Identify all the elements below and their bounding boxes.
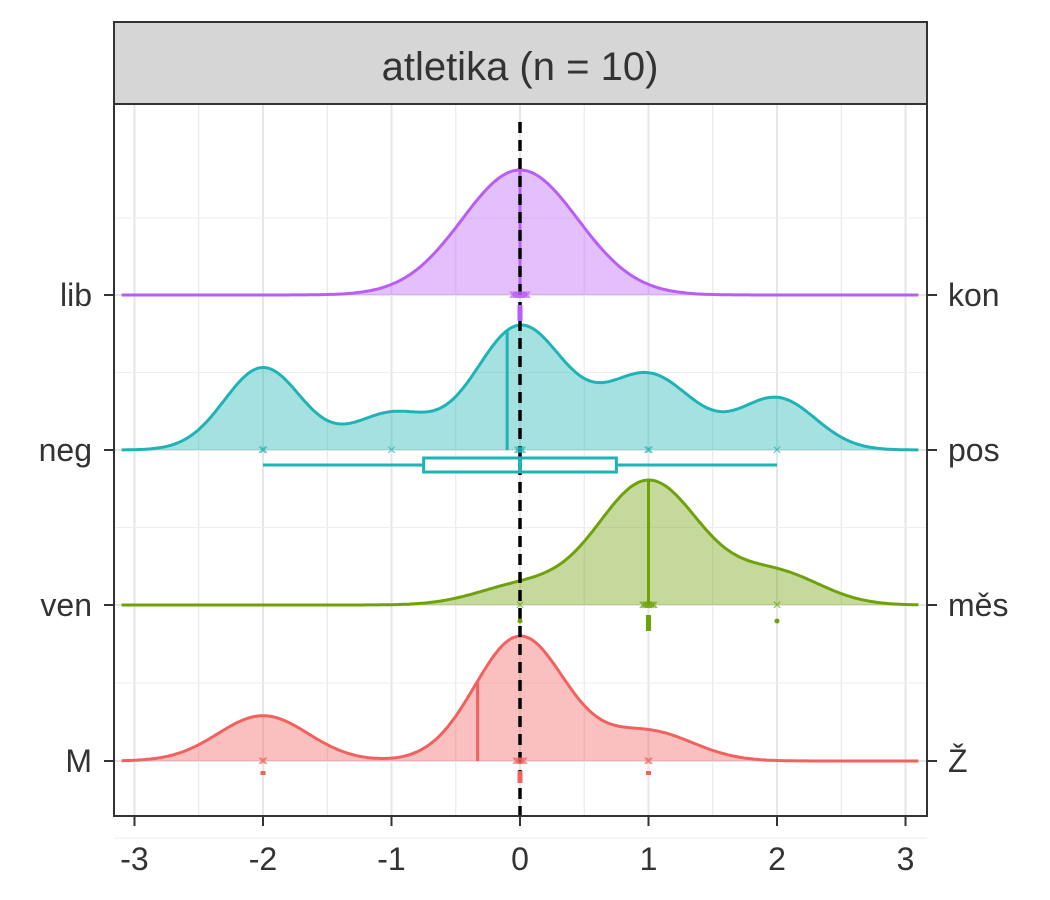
y-right-label: kon (948, 277, 1000, 313)
data-point-marker: × (649, 597, 658, 614)
data-point-marker: × (515, 753, 524, 770)
data-point-marker: × (258, 753, 267, 770)
data-point-marker: × (513, 442, 522, 459)
y-axis-left: lib neg ven M (39, 277, 114, 779)
x-tick-label: -3 (120, 841, 148, 877)
data-point-marker: × (516, 442, 525, 459)
data-point-marker: × (259, 753, 268, 770)
data-point-marker: × (521, 287, 530, 304)
data-point-marker: × (518, 287, 527, 304)
data-point-marker: × (772, 597, 781, 614)
data-point-marker: × (259, 442, 268, 459)
data-point-marker: × (508, 287, 517, 304)
data-point-marker: × (646, 597, 655, 614)
y-right-label: měs (948, 587, 1008, 623)
data-point-marker: × (643, 597, 652, 614)
y-right-label: Ž (948, 743, 968, 779)
dot (774, 618, 780, 624)
data-point-marker: × (510, 287, 519, 304)
x-tick-label: 3 (897, 841, 915, 877)
overlays: ×××××××××××××× ×× ××× ×× ×××××××× ××××××× ×××× (258, 287, 782, 783)
facet-strip (113, 21, 928, 105)
data-point-marker: × (519, 753, 528, 770)
data-point-marker: × (643, 753, 652, 770)
data-point-marker: × (648, 597, 657, 614)
x-tick-label: -1 (377, 841, 405, 877)
chart-title: atletika (n = 10) (382, 45, 659, 89)
data-point-marker: × (258, 442, 267, 459)
data-point-marker: × (518, 753, 527, 770)
x-tick-label: 1 (640, 841, 658, 877)
data-point-marker: × (519, 287, 528, 304)
y-right-label: pos (948, 432, 1000, 468)
dot-stack (517, 305, 523, 321)
x-tick-label: 0 (511, 841, 529, 877)
data-point-marker: × (638, 597, 647, 614)
data-point-marker: × (513, 753, 522, 770)
x-axis: -3 -2 -1 0 1 2 3 (120, 816, 914, 877)
data-point-marker: × (515, 597, 524, 614)
data-point-marker: × (513, 287, 522, 304)
data-point-marker: × (515, 442, 524, 459)
data-point-marker: × (387, 442, 396, 459)
y-left-label: neg (39, 432, 92, 468)
dot-stack (646, 771, 651, 775)
data-point-marker: × (645, 753, 654, 770)
data-point-marker: × (640, 597, 649, 614)
data-point-marker: × (516, 287, 525, 304)
x-tick-label: 2 (768, 841, 786, 877)
y-left-label: M (65, 743, 92, 779)
data-point-marker: × (511, 753, 520, 770)
x-tick-label: -2 (249, 841, 277, 877)
data-point-marker: × (511, 287, 520, 304)
data-point-marker: × (515, 287, 524, 304)
dot-stack (260, 771, 266, 775)
data-point-marker: × (645, 597, 654, 614)
y-axis-right: kon pos měs Ž (927, 277, 1008, 779)
data-point-marker: × (643, 442, 652, 459)
data-point-marker: × (772, 442, 781, 459)
data-point-marker: × (523, 287, 532, 304)
y-left-label: lib (60, 277, 92, 313)
dot-stack (517, 771, 523, 783)
density-fill-neg-pos (121, 325, 919, 450)
dot-stack (646, 615, 651, 631)
dot (517, 618, 523, 624)
data-point-marker: × (645, 442, 654, 459)
density-fill-ven-mes (121, 480, 919, 605)
data-point-marker: × (518, 442, 527, 459)
data-point-marker: × (641, 597, 650, 614)
data-point-marker: × (516, 753, 525, 770)
y-left-label: ven (40, 587, 92, 623)
